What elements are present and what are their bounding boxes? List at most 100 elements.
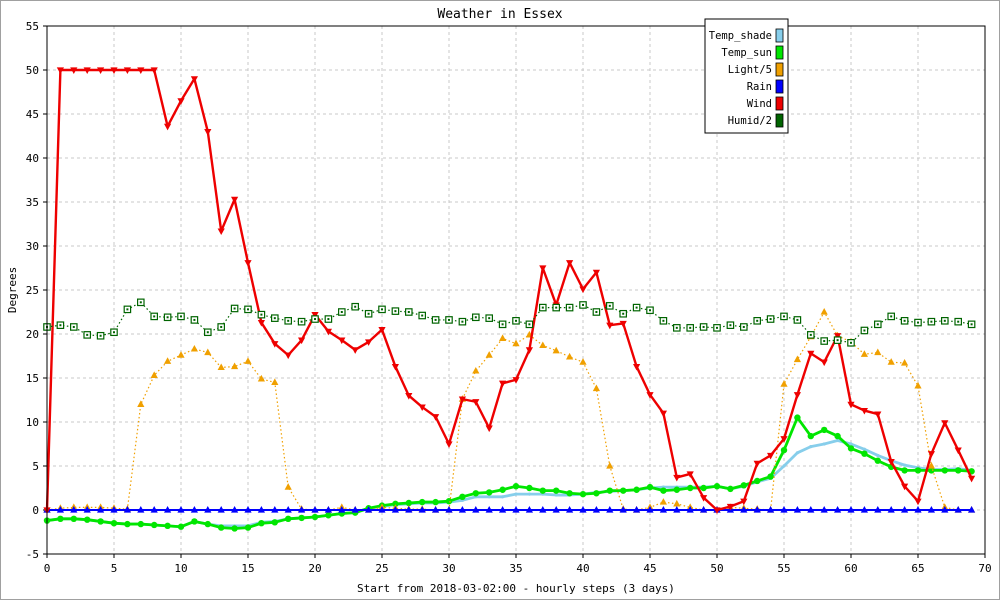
- rain-point: [619, 506, 627, 513]
- temp-sun-point: [70, 515, 78, 522]
- wind-point: [284, 352, 292, 360]
- humid-2-point-center: [850, 341, 852, 344]
- humid-2-point-center: [501, 323, 504, 326]
- humid-2-point-center: [943, 319, 946, 322]
- light-5-point: [914, 381, 922, 389]
- wind-point: [927, 451, 935, 458]
- light-5-point: [874, 348, 882, 356]
- rain-point: [901, 506, 909, 513]
- humid-2-point-center: [448, 318, 450, 321]
- wind-point: [954, 447, 962, 455]
- rain-point: [217, 506, 225, 513]
- light-5-point: [512, 339, 520, 347]
- rain-point: [927, 506, 935, 513]
- temp-sun-point: [124, 520, 131, 528]
- temp-sun-point: [204, 520, 211, 528]
- y-tick-label: 10: [26, 416, 39, 429]
- temp-shade-point: [782, 464, 786, 468]
- y-tick-label: 0: [32, 504, 39, 517]
- light-5-point: [606, 462, 614, 469]
- rain-point: [606, 506, 614, 513]
- wind-point: [458, 396, 466, 404]
- humid-2-point-center: [86, 333, 89, 336]
- x-tick-label: 15: [241, 562, 254, 575]
- wind-point: [539, 265, 547, 272]
- wind-point: [83, 67, 91, 74]
- y-tick-label: 35: [26, 196, 39, 209]
- humid-2-point-center: [139, 301, 142, 304]
- wind-point: [780, 436, 788, 443]
- light-5-point: [137, 400, 145, 407]
- temp-sun-point: [137, 520, 144, 528]
- wind-point: [177, 98, 185, 105]
- wind-point: [512, 377, 520, 384]
- humid-2-point-center: [488, 317, 491, 320]
- humid-2-point-center: [206, 331, 209, 334]
- x-tick-label: 70: [978, 562, 991, 575]
- wind-point: [847, 401, 855, 409]
- wind-point: [606, 322, 614, 330]
- y-axis-label: Degrees: [6, 267, 19, 313]
- humid-2-point-center: [702, 325, 705, 328]
- temp-shade-point: [514, 492, 518, 496]
- wind-point: [592, 269, 600, 277]
- wind-point: [231, 196, 239, 204]
- rain-point: [97, 506, 105, 513]
- light-5-point: [217, 363, 225, 371]
- wind-point: [887, 459, 895, 466]
- legend-swatch-light-5: [775, 62, 784, 77]
- y-tick-label: 15: [26, 372, 39, 385]
- wind-point: [445, 441, 453, 448]
- x-tick-label: 25: [375, 562, 388, 575]
- humid-2-point-center: [300, 320, 303, 323]
- wind-point: [499, 380, 507, 388]
- temp-sun-point: [633, 486, 640, 493]
- wind-point: [659, 410, 667, 418]
- rain-point: [445, 506, 453, 513]
- temp-sun-point: [110, 520, 118, 527]
- series-humid-2: [43, 298, 976, 347]
- rain-point: [298, 506, 306, 513]
- temp-sun-point: [512, 483, 520, 490]
- legend-box: [704, 18, 789, 134]
- rain-point: [807, 506, 815, 513]
- humid-2-point-center: [608, 304, 611, 307]
- humid-2-point-center: [742, 325, 745, 328]
- humid-2-point-center: [367, 312, 370, 315]
- wind-point: [378, 327, 386, 334]
- temp-sun-point: [767, 473, 774, 480]
- humid-2-point-center: [823, 340, 826, 343]
- temp-sun-point: [673, 486, 680, 493]
- humid-2-point-center: [675, 326, 678, 329]
- wind-point: [391, 363, 399, 371]
- rain-point: [539, 506, 547, 513]
- humid-2-point-center: [957, 320, 960, 323]
- humid-2-point-center: [729, 324, 732, 327]
- temp-shade-point: [903, 463, 907, 467]
- light-5-point: [887, 358, 895, 365]
- temp-sun-point: [593, 490, 600, 497]
- x-tick-label: 65: [911, 562, 924, 575]
- rain-point: [753, 506, 761, 513]
- temp-sun-point: [419, 498, 426, 506]
- wind-point: [150, 67, 158, 74]
- light-5-point: [860, 350, 868, 357]
- temp-shade-point: [836, 438, 840, 443]
- wind-point: [767, 452, 775, 460]
- rain-point: [954, 506, 962, 513]
- legend-swatch-rain: [775, 79, 784, 94]
- light-5-point: [539, 341, 547, 349]
- light-5-point: [820, 308, 828, 315]
- y-tick-label: 40: [26, 152, 39, 165]
- rain-point: [244, 506, 252, 513]
- wind-point: [901, 483, 909, 491]
- y-tick-label: 5: [32, 460, 39, 473]
- rain-point: [324, 506, 332, 513]
- humid-2-point-center: [59, 324, 62, 327]
- temp-shade-point: [527, 492, 532, 496]
- humid-2-point-center: [166, 316, 169, 319]
- wind-point: [244, 260, 252, 267]
- temp-shade-point: [822, 442, 826, 446]
- legend-label: Temp_shade: [709, 30, 772, 42]
- legend: Temp_shade Temp_sun Light/5 Rain Wind Humid/2: [704, 18, 789, 134]
